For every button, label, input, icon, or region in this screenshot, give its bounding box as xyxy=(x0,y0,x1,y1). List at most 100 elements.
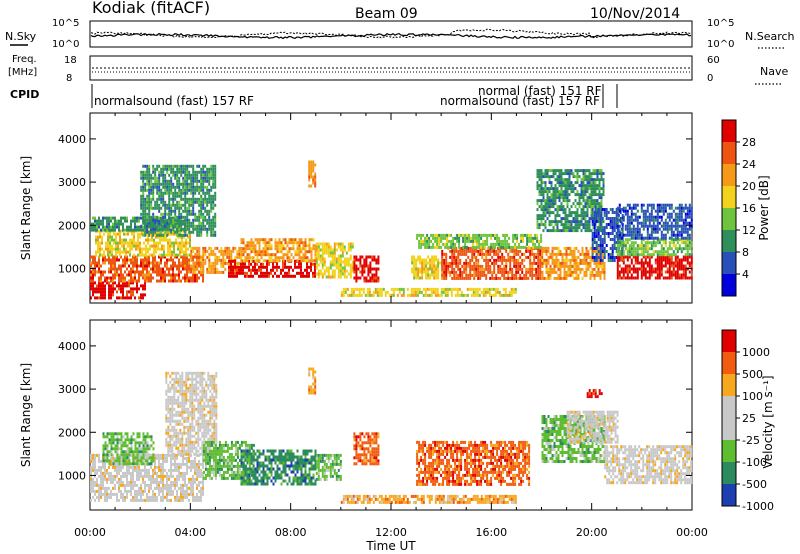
scatter-cell xyxy=(204,218,207,222)
scatter-cell xyxy=(260,256,263,260)
scatter-cell xyxy=(220,264,223,268)
scatter-cell xyxy=(152,264,154,268)
scatter-cell xyxy=(282,268,284,272)
scatter-cell xyxy=(600,202,603,206)
scatter-cell xyxy=(226,252,229,256)
scatter-cell xyxy=(184,261,186,265)
scatter-cell xyxy=(646,264,649,268)
scatter-cell xyxy=(616,264,619,268)
scatter-cell xyxy=(448,233,451,237)
scatter-cell xyxy=(363,267,366,271)
scatter-cell xyxy=(464,239,467,243)
scatter-cell xyxy=(632,206,635,210)
scatter-cell xyxy=(114,270,116,274)
scatter-cell xyxy=(457,276,460,280)
scatter-cell xyxy=(548,214,551,218)
scatter-cell xyxy=(266,241,269,245)
scatter-cell xyxy=(441,276,444,280)
scatter-cell xyxy=(212,197,215,201)
scatter-cell xyxy=(469,276,472,280)
scatter-cell xyxy=(218,249,221,253)
scatter-cell xyxy=(585,252,588,256)
scatter-cell xyxy=(592,187,595,191)
scatter-cell xyxy=(134,261,136,265)
scatter-cell xyxy=(144,287,146,291)
scatter-cell xyxy=(126,216,128,220)
scatter-cell xyxy=(120,255,122,259)
scatter-cell xyxy=(114,264,116,268)
scatter-cell xyxy=(306,250,309,254)
scatter-cell xyxy=(477,267,480,271)
scatter-cell xyxy=(306,271,308,275)
scatter-cell xyxy=(548,202,551,206)
scatter-cell xyxy=(206,179,209,183)
scatter-cell xyxy=(117,250,119,254)
scatter-cell xyxy=(142,212,145,216)
scatter-cell xyxy=(630,241,633,245)
scatter-cell xyxy=(461,270,464,274)
scatter-cell xyxy=(562,184,565,188)
scatter-cell xyxy=(300,271,302,275)
scatter-cell xyxy=(112,264,114,268)
scatter-cell xyxy=(601,238,604,241)
scatter-cell xyxy=(380,293,383,297)
scatter-cell xyxy=(603,276,606,280)
scatter-cell xyxy=(178,188,181,192)
scatter-cell xyxy=(341,254,344,258)
scatter-cell xyxy=(517,252,520,256)
scatter-cell xyxy=(585,258,588,262)
scatter-cell xyxy=(456,293,459,297)
scatter-cell xyxy=(212,264,215,268)
scatter-cell xyxy=(686,247,689,251)
scatter-cell xyxy=(140,224,143,228)
scatter-cell xyxy=(242,259,245,263)
scatter-cell xyxy=(564,217,567,221)
scatter-cell xyxy=(173,247,175,251)
scatter-cell xyxy=(555,264,558,268)
cpid-label: CPID xyxy=(10,88,39,101)
scatter-cell xyxy=(423,267,426,271)
scatter-cell xyxy=(94,270,96,274)
scatter-cell xyxy=(638,233,641,237)
scatter-cell xyxy=(597,244,600,247)
scatter-cell xyxy=(360,293,363,297)
scatter-cell xyxy=(214,258,217,262)
scatter-cell xyxy=(544,187,547,191)
scatter-cell xyxy=(116,267,118,271)
scatter-cell xyxy=(174,197,177,201)
scatter-cell xyxy=(554,223,557,227)
freq-strip xyxy=(89,55,693,81)
scatter-cell xyxy=(270,253,273,257)
scatter-cell xyxy=(140,197,143,201)
scatter-cell xyxy=(513,258,516,262)
scatter-cell xyxy=(465,252,468,256)
scatter-cell xyxy=(94,287,96,291)
scatter-cell xyxy=(163,235,165,239)
scatter-cell xyxy=(120,284,122,288)
scatter-cell xyxy=(108,284,110,288)
scatter-cell xyxy=(500,245,503,249)
scatter-cell xyxy=(110,287,112,291)
scatter-cell xyxy=(574,229,577,233)
scatter-cell xyxy=(258,250,261,254)
scatter-cell xyxy=(676,258,679,262)
scatter-cell xyxy=(559,267,562,271)
scatter-cell xyxy=(172,197,175,201)
scatter-cell xyxy=(308,238,311,242)
scatter-cell xyxy=(556,214,559,218)
scatter-cell xyxy=(558,169,561,173)
scatter-cell xyxy=(634,270,637,274)
scatter-cell xyxy=(634,230,637,234)
scatter-cell xyxy=(670,255,673,259)
scatter-cell xyxy=(198,197,201,201)
scatter-cell xyxy=(563,270,566,274)
scatter-cell xyxy=(168,227,171,231)
scatter-cell xyxy=(135,244,137,248)
scatter-cell xyxy=(132,290,134,294)
scatter-cell xyxy=(630,221,633,225)
scatter-cell xyxy=(498,236,501,240)
scatter-cell xyxy=(367,255,370,259)
scatter-cell xyxy=(531,252,534,256)
scatter-cell xyxy=(153,241,155,245)
scatter-cell xyxy=(544,223,547,227)
